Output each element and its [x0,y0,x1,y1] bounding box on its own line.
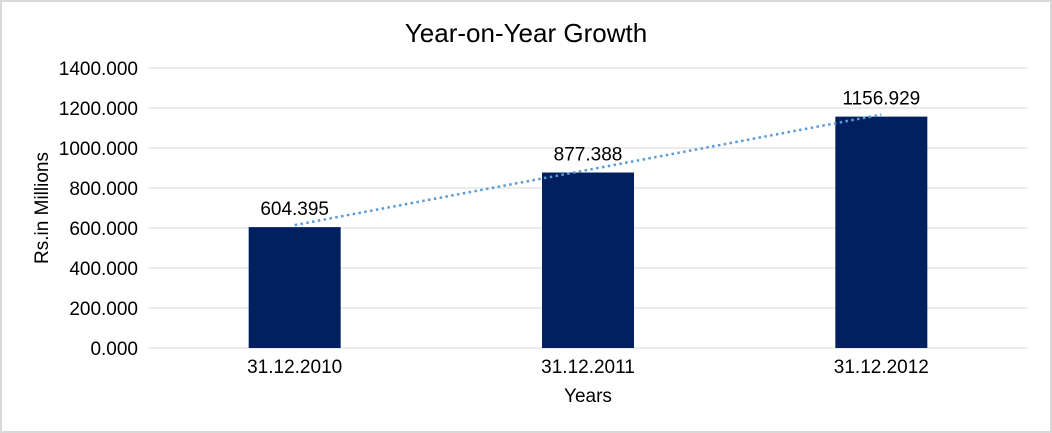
bar-series [248,116,928,348]
x-category-label: 31.12.2010 [247,357,342,378]
y-tick-label: 400.000 [69,259,138,280]
x-axis-category-labels: 31.12.2010 31.12.2011 31.12.2012 [247,357,929,378]
x-category-label: 31.12.2011 [541,357,635,378]
bar-data-labels: 604.395 877.388 1156.929 [260,89,920,221]
y-tick-label: 600.000 [69,219,138,240]
trendline [294,113,882,227]
x-category-label: 31.12.2012 [834,357,929,378]
trendline-line [294,113,882,227]
bar [248,227,341,348]
bar [835,116,928,348]
x-axis-title: Years [564,386,612,407]
y-axis-title: Rs.in Millions [32,152,53,264]
y-tick-label: 200.000 [69,299,138,320]
y-tick-label: 0.000 [90,339,138,360]
bar-data-label: 604.395 [260,199,329,220]
bar [542,172,634,348]
y-tick-label: 1400.000 [59,59,138,80]
bar-data-label: 877.388 [554,145,623,166]
bar-data-label: 1156.929 [842,89,920,110]
y-axis-tick-labels: 0.000 200.000 400.000 600.000 800.000 1000.00… [59,59,138,360]
chart-title: Year-on-Year Growth [405,18,647,48]
y-tick-label: 1200.000 [59,99,138,120]
y-tick-label: 800.000 [69,179,138,200]
y-tick-label: 1000.000 [59,139,138,160]
